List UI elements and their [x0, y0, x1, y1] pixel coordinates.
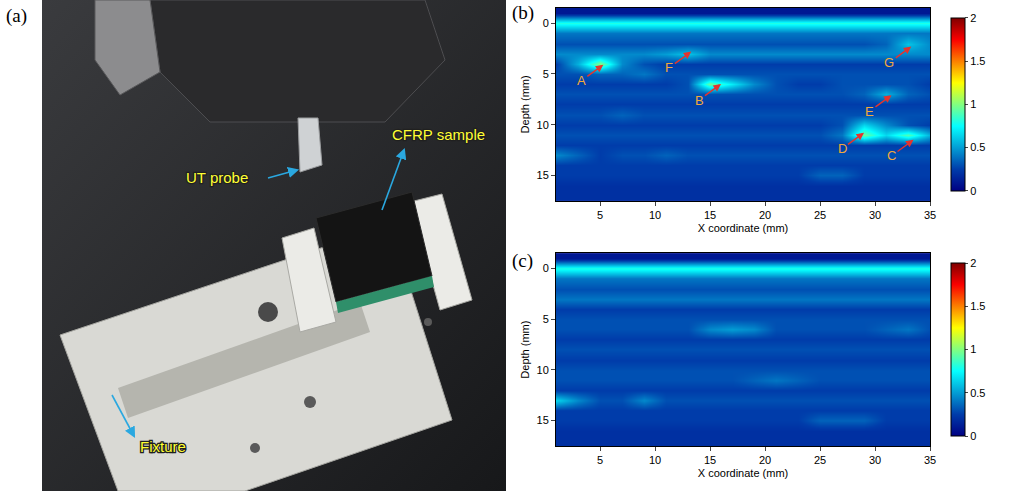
- svg-text:30: 30: [869, 209, 881, 221]
- svg-text:5: 5: [597, 454, 603, 466]
- svg-text:CFRP sample: CFRP sample: [392, 126, 485, 143]
- svg-text:0: 0: [543, 17, 549, 29]
- svg-text:20: 20: [759, 209, 771, 221]
- svg-text:0: 0: [970, 430, 976, 442]
- svg-text:1: 1: [970, 343, 976, 355]
- svg-text:15: 15: [537, 169, 549, 181]
- svg-text:25: 25: [814, 454, 826, 466]
- svg-text:10: 10: [537, 119, 549, 131]
- svg-text:2: 2: [970, 12, 976, 24]
- svg-text:X coordinate (mm): X coordinate (mm): [698, 467, 788, 479]
- svg-text:30: 30: [869, 454, 881, 466]
- svg-text:15: 15: [704, 209, 716, 221]
- svg-text:10: 10: [649, 209, 661, 221]
- svg-text:10: 10: [649, 454, 661, 466]
- svg-text:0.5: 0.5: [970, 141, 985, 153]
- svg-text:(a): (a): [6, 5, 27, 27]
- svg-text:Depth (mm): Depth (mm): [519, 75, 531, 133]
- html-text:(c): (c): [512, 250, 534, 271]
- svg-text:X coordinate (mm): X coordinate (mm): [698, 222, 788, 234]
- svg-text:35: 35: [924, 209, 936, 221]
- svg-text:0: 0: [970, 185, 976, 197]
- svg-text:5: 5: [597, 209, 603, 221]
- svg-text:G: G: [884, 55, 894, 70]
- svg-text:5: 5: [543, 313, 549, 325]
- svg-text:20: 20: [759, 454, 771, 466]
- svg-text:Depth (mm): Depth (mm): [519, 321, 531, 379]
- svg-text:0: 0: [543, 262, 549, 274]
- svg-text:D: D: [838, 141, 847, 156]
- svg-text:5: 5: [543, 68, 549, 80]
- svg-text:15: 15: [537, 414, 549, 426]
- svg-text:A: A: [577, 73, 586, 88]
- svg-text:2: 2: [970, 257, 976, 269]
- svg-text:B: B: [695, 93, 704, 108]
- svg-text:F: F: [665, 60, 673, 75]
- html-text:(b): (b): [512, 2, 535, 23]
- svg-text:0.5: 0.5: [970, 387, 985, 399]
- svg-text:15: 15: [704, 454, 716, 466]
- svg-text:1: 1: [970, 98, 976, 110]
- svg-text:Fixture: Fixture: [140, 438, 186, 455]
- svg-text:E: E: [865, 104, 874, 119]
- svg-text:35: 35: [924, 454, 936, 466]
- svg-text:10: 10: [537, 364, 549, 376]
- svg-text:C: C: [887, 148, 896, 163]
- svg-text:1.5: 1.5: [970, 55, 985, 67]
- svg-text:25: 25: [814, 209, 826, 221]
- svg-text:1.5: 1.5: [970, 300, 985, 312]
- svg-text:UT probe: UT probe: [186, 169, 248, 186]
